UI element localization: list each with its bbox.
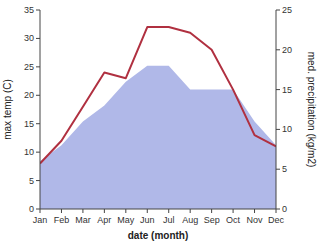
y-tick-label: 30: [24, 33, 34, 43]
y-tick: [36, 180, 40, 181]
x-tick: [125, 209, 126, 213]
y2-axis-label: med. precipitation (kg/m2): [306, 52, 317, 168]
y2-tick: [276, 169, 280, 170]
x-tick-label: Jul: [163, 215, 175, 225]
y2-tick: [276, 10, 280, 11]
x-tick: [190, 209, 191, 213]
x-tick: [276, 209, 277, 213]
y2-tick: [276, 129, 280, 130]
x-tick-label: Aug: [182, 215, 198, 225]
temperature-line: [40, 27, 276, 163]
y-tick-label: 25: [24, 62, 34, 72]
y2-tick: [276, 89, 280, 90]
chart-container: JanFebMarAprMayJunJulAugSepOctNovDec0510…: [0, 0, 318, 247]
x-tick-label: Apr: [97, 215, 111, 225]
x-tick-label: Jan: [33, 215, 48, 225]
y-tick: [36, 123, 40, 124]
y2-tick-label: 20: [282, 45, 292, 55]
y-axis-label: max temp (C): [2, 79, 13, 140]
y-tick: [36, 209, 40, 210]
y-tick: [36, 152, 40, 153]
x-tick: [211, 209, 212, 213]
x-tick: [254, 209, 255, 213]
y-tick: [36, 38, 40, 39]
y-tick: [36, 10, 40, 11]
y2-tick: [276, 49, 280, 50]
x-tick-label: Mar: [75, 215, 91, 225]
y-tick-label: 0: [29, 204, 34, 214]
x-tick-label: Sep: [204, 215, 220, 225]
precipitation-area: [40, 66, 276, 209]
y-tick: [36, 95, 40, 96]
x-tick: [168, 209, 169, 213]
x-tick: [61, 209, 62, 213]
x-axis-label: date (month): [128, 230, 189, 241]
y2-tick-label: 5: [282, 164, 287, 174]
x-tick-label: Jun: [140, 215, 155, 225]
y-tick-label: 15: [24, 119, 34, 129]
y-tick-label: 10: [24, 147, 34, 157]
chart: JanFebMarAprMayJunJulAugSepOctNovDec0510…: [0, 0, 318, 247]
y-tick-label: 35: [24, 5, 34, 15]
x-tick-label: May: [117, 215, 135, 225]
y2-tick-label: 15: [282, 85, 292, 95]
y2-axis-line: [276, 10, 277, 209]
x-tick-label: Feb: [54, 215, 70, 225]
x-tick-label: Nov: [247, 215, 264, 225]
y-tick-label: 20: [24, 90, 34, 100]
y-tick: [36, 66, 40, 67]
x-tick-label: Oct: [226, 215, 241, 225]
y-axis-line: [40, 10, 41, 209]
x-tick: [82, 209, 83, 213]
y-tick-label: 5: [29, 176, 34, 186]
x-tick: [104, 209, 105, 213]
y2-tick: [276, 209, 280, 210]
y2-tick-label: 0: [282, 204, 287, 214]
x-tick: [147, 209, 148, 213]
x-axis-line: [40, 209, 276, 210]
y2-tick-label: 25: [282, 5, 292, 15]
x-tick: [40, 209, 41, 213]
x-tick: [233, 209, 234, 213]
y2-tick-label: 10: [282, 124, 292, 134]
x-tick-label: Dec: [268, 215, 285, 225]
plot-area: [40, 27, 276, 209]
